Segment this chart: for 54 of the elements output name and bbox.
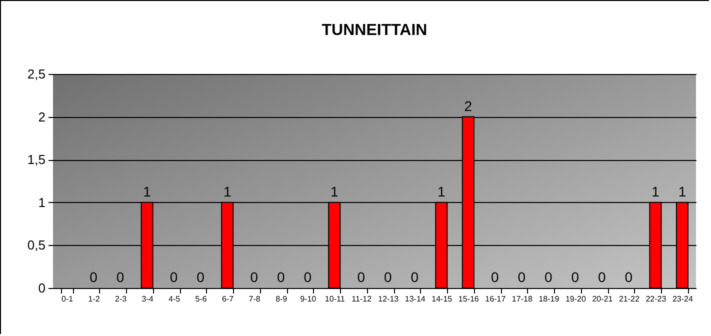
x-tick-label: 1-2 (88, 294, 100, 304)
data-label: 1 (652, 183, 660, 200)
data-label: 0 (90, 269, 98, 285)
x-tick-label: 11-12 (352, 294, 372, 304)
data-label: 0 (571, 269, 580, 285)
data-label: 2 (464, 98, 472, 114)
data-label: 1 (330, 183, 338, 200)
x-tick-label: 7-8 (248, 294, 261, 304)
data-label: 0 (410, 269, 419, 285)
y-tick-label: 1,5 (27, 152, 46, 168)
data-label: 0 (544, 269, 553, 285)
x-tick-label: 22-23 (646, 294, 667, 304)
data-label: 0 (116, 269, 124, 285)
y-tick-label: 2,5 (27, 66, 46, 82)
data-label: 0 (276, 269, 285, 285)
x-tick-label: 20-21 (592, 294, 614, 304)
x-tick-label: 6-7 (222, 294, 234, 304)
x-tick-label: 19-20 (565, 294, 586, 304)
data-label: 1 (223, 183, 232, 200)
y-tick-label: 2 (38, 109, 46, 124)
data-label: 0 (624, 269, 633, 285)
data-label: 1 (143, 183, 152, 200)
y-tick-label: 0,5 (27, 238, 46, 253)
x-tick-label: 5-6 (195, 294, 208, 304)
data-label: 0 (357, 269, 366, 285)
x-tick-label: 0-1 (62, 294, 74, 304)
x-tick-label: 4-5 (168, 294, 181, 304)
x-tick-label: 21-22 (618, 294, 640, 304)
x-tick-label: 18-19 (538, 294, 560, 304)
x-tick-label: 16-17 (485, 294, 506, 304)
data-label: 1 (437, 183, 446, 200)
data-label: 0 (598, 269, 606, 285)
x-tick-label: 8-9 (276, 294, 288, 304)
data-label: 0 (196, 269, 205, 285)
x-tick-label: 15-16 (458, 294, 480, 304)
chart-title: TUNNEITTAIN (322, 22, 428, 39)
x-tick-label: 10-11 (324, 294, 346, 304)
data-label: 0 (491, 269, 500, 285)
y-tick-label: 1 (38, 194, 46, 210)
x-tick-label: 3-4 (142, 294, 154, 304)
y-tick-label: 0 (38, 280, 46, 296)
x-tick-label: 13-14 (404, 294, 426, 304)
data-label: 1 (678, 183, 686, 200)
x-tick-label: 2-3 (115, 294, 128, 304)
data-label: 0 (250, 269, 258, 285)
data-label: 0 (384, 269, 392, 285)
data-label: 0 (170, 269, 178, 285)
x-tick-label: 23-24 (672, 294, 694, 304)
x-tick-label: 12-13 (378, 294, 400, 304)
x-tick-label: 9-10 (300, 294, 317, 304)
x-tick-label: 14-15 (432, 294, 453, 304)
data-label: 0 (518, 269, 526, 285)
data-label: 0 (304, 269, 312, 285)
x-tick-label: 17-18 (512, 294, 533, 304)
